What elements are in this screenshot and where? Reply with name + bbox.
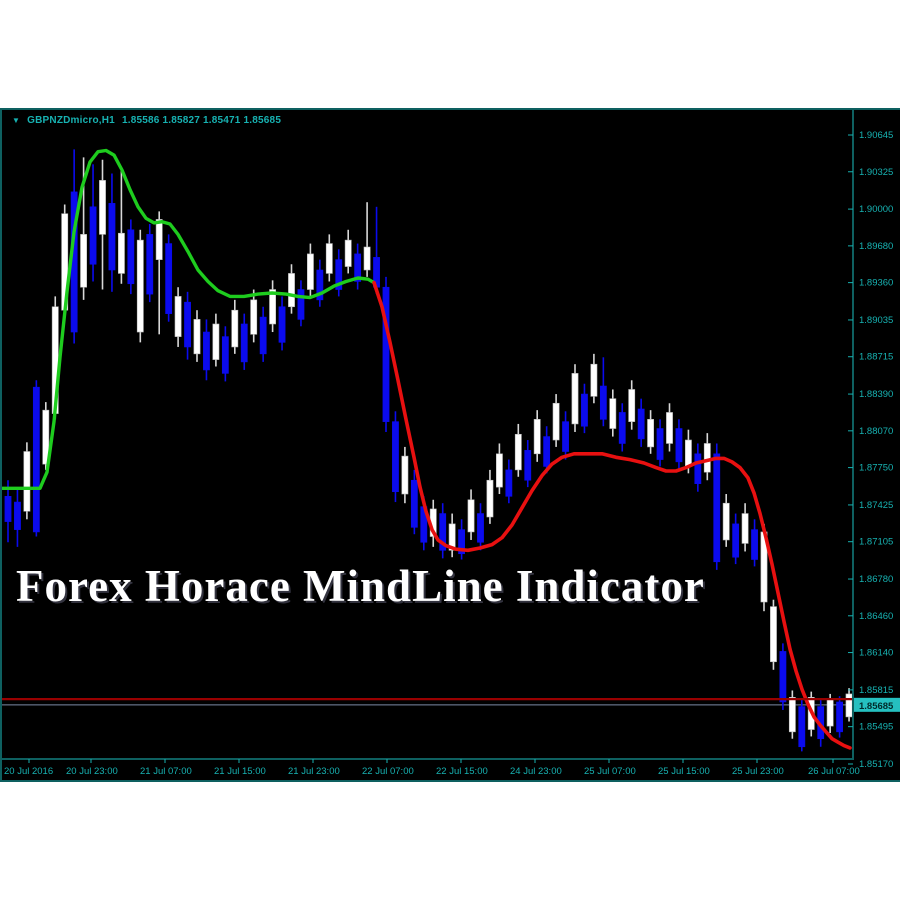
price-axis-label: 1.87750 [859,463,893,474]
price-axis-label: 1.87425 [859,500,893,511]
price-axis-label: 1.85815 [859,685,893,696]
time-axis-label: 26 Jul 07:00 [808,766,860,777]
price-axis-label: 1.87105 [859,537,893,548]
time-axis-label: 20 Jul 23:00 [66,766,118,777]
time-axis-label: 25 Jul 15:00 [658,766,710,777]
price-axis-label: 1.90000 [859,204,893,215]
time-axis-label: 22 Jul 15:00 [436,766,488,777]
price-axis[interactable]: 1.90645 1.90325 1.90000 1.89680 1.89360 1.890… [848,130,893,770]
mindline-up-segment [2,148,376,490]
time-axis-label: 25 Jul 07:00 [584,766,636,777]
ohlc-quotes-label: 1.85586 1.85827 1.85471 1.85685 [121,115,282,126]
price-axis-label: 1.86780 [859,574,893,585]
price-axis-label: 1.89360 [859,278,893,289]
time-axis-label: 25 Jul 23:00 [732,766,784,777]
price-axis-label: 1.88070 [859,426,893,437]
time-axis-label: 21 Jul 23:00 [288,766,340,777]
price-axis-label: 1.85495 [859,722,893,733]
price-axis-label: 1.86460 [859,611,893,622]
chart-title-bar: ▼ GBPNZDmicro,H1 1.85586 1.85827 1.85471… [12,115,281,126]
symbol-dropdown-icon[interactable]: ▼ [12,116,21,125]
price-axis-label: 1.90645 [859,130,893,141]
symbol-period-label: GBPNZDmicro,H1 [27,115,115,126]
candles [4,149,853,752]
price-axis-label: 1.90325 [859,167,893,178]
time-axis-label: 20 Jul 2016 [4,766,53,777]
current-price-tag: 1.85685 [854,697,900,712]
price-axis-label: 1.85170 [859,759,893,770]
mindline-down-segment [372,280,852,750]
time-axis-label: 21 Jul 07:00 [140,766,192,777]
time-axis-label: 24 Jul 23:00 [510,766,562,777]
time-axis-label: 22 Jul 07:00 [362,766,414,777]
price-axis-label: 1.88715 [859,352,893,363]
price-axis-label: 1.89680 [859,241,893,252]
price-chart-svg[interactable]: 1.90645 1.90325 1.90000 1.89680 1.89360 1.890… [2,110,900,782]
chart-window[interactable]: ▼ GBPNZDmicro,H1 1.85586 1.85827 1.85471… [0,108,900,782]
time-axis[interactable]: 20 Jul 2016 20 Jul 23:00 21 Jul 07:00 21 Ju… [4,759,860,777]
price-axis-label: 1.86140 [859,648,893,659]
svg-text:1.85685: 1.85685 [859,701,894,712]
time-axis-label: 21 Jul 15:00 [214,766,266,777]
price-axis-label: 1.89035 [859,315,893,326]
price-axis-label: 1.88390 [859,389,893,400]
watermark-text: Forex Horace MindLine Indicator [16,561,705,611]
